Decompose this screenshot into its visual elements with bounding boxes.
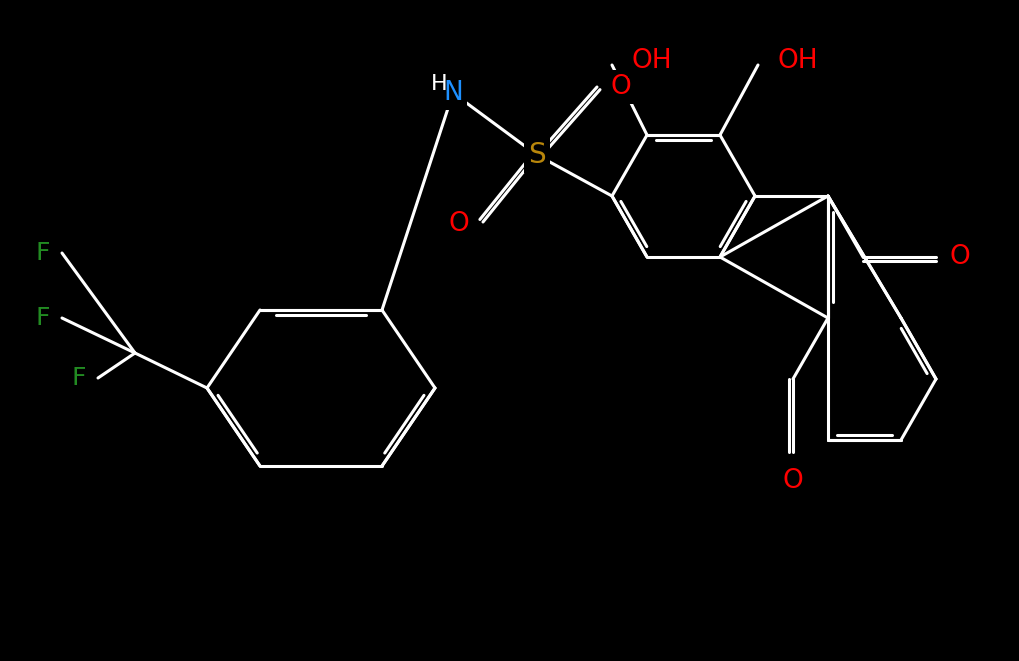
Text: N: N <box>442 80 463 106</box>
Text: H: H <box>430 74 447 94</box>
Text: O: O <box>610 74 631 100</box>
Text: O: O <box>949 244 970 270</box>
Text: F: F <box>71 366 86 390</box>
Text: OH: OH <box>632 48 672 74</box>
Text: O: O <box>447 211 469 237</box>
Text: S: S <box>528 141 545 169</box>
Text: F: F <box>36 241 50 265</box>
Text: F: F <box>36 306 50 330</box>
Text: O: O <box>782 468 803 494</box>
Text: OH: OH <box>777 48 818 74</box>
